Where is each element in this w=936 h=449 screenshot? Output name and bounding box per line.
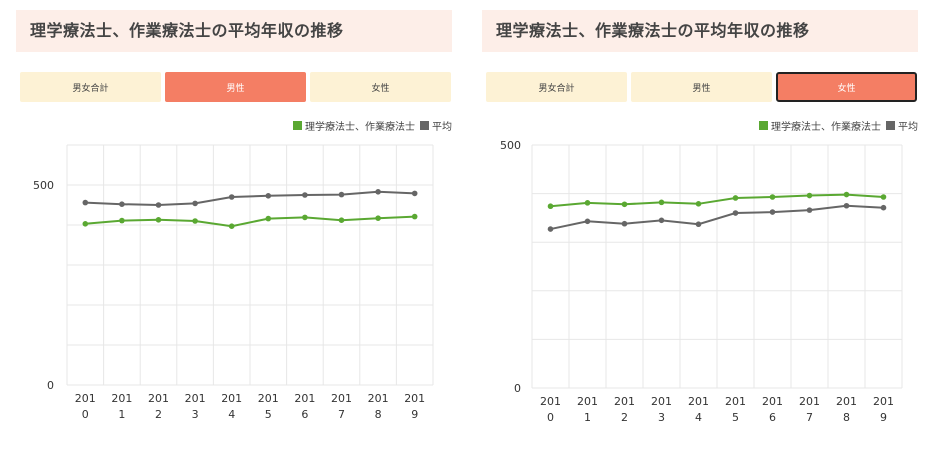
data-point	[621, 201, 628, 208]
data-point	[584, 200, 591, 206]
tab-male[interactable]: 男性	[631, 72, 772, 102]
gender-tabs: 男女合計 男性 女性	[486, 72, 918, 102]
x-tick-label: 201 0	[75, 392, 96, 421]
data-point	[806, 192, 813, 199]
data-point	[155, 202, 162, 208]
x-tick-label: 201 3	[185, 392, 206, 421]
data-point	[769, 194, 776, 200]
data-point	[338, 217, 345, 223]
legend-swatch-average	[420, 121, 429, 130]
x-tick-label: 201 4	[221, 392, 242, 421]
panel-title: 理学療法士、作業療法士の平均年収の推移	[482, 10, 918, 52]
x-tick-label: 201 1	[577, 395, 598, 424]
data-point	[769, 209, 776, 215]
data-point	[302, 192, 308, 198]
data-point	[302, 214, 308, 221]
panel-title: 理学療法士、作業療法士の平均年収の推移	[16, 10, 452, 52]
legend-swatch-pt-ot	[759, 121, 768, 130]
line-chart-male: 0 500 201 0 201 1 201 2 201 3 201 4 201 5 201 6 201 7 201 8…	[33, 144, 434, 421]
x-tick-label: 201 8	[368, 392, 389, 421]
tab-female[interactable]: 女性	[310, 72, 451, 102]
data-point	[228, 223, 235, 229]
x-tick-label: 201 6	[294, 392, 315, 421]
x-tick-label: 201 1	[111, 392, 132, 421]
chart-legend: 理学療法士、作業療法士 平均	[754, 118, 918, 133]
data-point	[338, 191, 345, 198]
y-tick-label: 500	[33, 179, 54, 192]
legend-label-pt-ot: 理学療法士、作業療法士	[771, 122, 881, 133]
data-point	[880, 204, 887, 211]
data-point	[843, 202, 850, 209]
data-point	[265, 215, 272, 222]
x-tick-label: 201 7	[799, 395, 820, 424]
data-point	[375, 215, 381, 221]
x-tick-label: 201 4	[688, 395, 709, 424]
line-chart-female: 0 500 201 0 201 1 201 2 201 3 201 4 201 5 201 6 201 7 201 8…	[500, 139, 903, 424]
data-point	[155, 217, 162, 223]
data-point	[411, 190, 418, 197]
x-tick-label: 201 2	[614, 395, 635, 424]
x-tick-label: 201 8	[836, 395, 857, 424]
x-tick-label: 201 9	[873, 395, 894, 424]
tab-male[interactable]: 男性	[165, 72, 306, 102]
data-point	[621, 220, 628, 227]
series-line-1	[85, 190, 415, 207]
y-tick-label: 0	[514, 382, 521, 395]
x-tick-label: 201 3	[651, 395, 672, 424]
x-tick-label: 201 5	[258, 392, 279, 421]
x-tick-label: 201 6	[762, 395, 783, 424]
tab-total[interactable]: 男女合計	[486, 72, 627, 102]
tab-total[interactable]: 男女合計	[20, 72, 161, 102]
data-point	[547, 226, 554, 232]
data-point	[695, 221, 702, 228]
x-tick-label: 201 5	[725, 395, 746, 424]
x-tick-label: 201 2	[148, 392, 169, 421]
x-tick-label: 201 7	[331, 392, 352, 421]
data-point	[658, 199, 665, 206]
tab-female[interactable]: 女性	[776, 72, 917, 102]
legend-swatch-pt-ot	[293, 121, 302, 130]
data-point	[119, 217, 125, 224]
data-point	[192, 200, 198, 207]
data-point	[411, 213, 418, 220]
data-point	[584, 218, 591, 225]
data-point	[119, 201, 125, 207]
data-point	[192, 218, 198, 224]
data-point	[375, 189, 381, 195]
gender-tabs: 男女合計 男性 女性	[20, 72, 452, 102]
legend-label-average: 平均	[898, 122, 918, 133]
series-line-0	[550, 193, 884, 208]
y-tick-label: 500	[500, 139, 521, 152]
chart-panel-right: 理学療法士、作業療法士の平均年収の推移 男女合計 男性 女性 理学療法士、作業療…	[482, 0, 922, 449]
legend-label-average: 平均	[432, 122, 452, 133]
chart-panel-left: 理学療法士、作業療法士の平均年収の推移 男女合計 男性 女性 理学療法士、作業療…	[16, 0, 456, 449]
series-line-0	[85, 215, 415, 228]
series-line-1	[550, 204, 884, 231]
x-tick-label: 201 0	[540, 395, 561, 424]
data-point	[843, 191, 850, 198]
data-point	[732, 210, 739, 216]
data-point	[695, 201, 702, 207]
data-point	[658, 217, 665, 224]
data-point	[732, 195, 739, 201]
data-point	[547, 203, 554, 210]
data-point	[82, 221, 89, 227]
x-tick-label: 201 9	[404, 392, 425, 421]
data-point	[265, 193, 272, 199]
y-tick-label: 0	[47, 379, 54, 392]
data-point	[82, 199, 89, 206]
chart-legend: 理学療法士、作業療法士 平均	[288, 118, 452, 133]
legend-swatch-average	[886, 121, 895, 130]
data-point	[880, 194, 887, 200]
legend-label-pt-ot: 理学療法士、作業療法士	[305, 122, 415, 133]
data-point	[806, 207, 813, 213]
data-point	[228, 194, 235, 200]
